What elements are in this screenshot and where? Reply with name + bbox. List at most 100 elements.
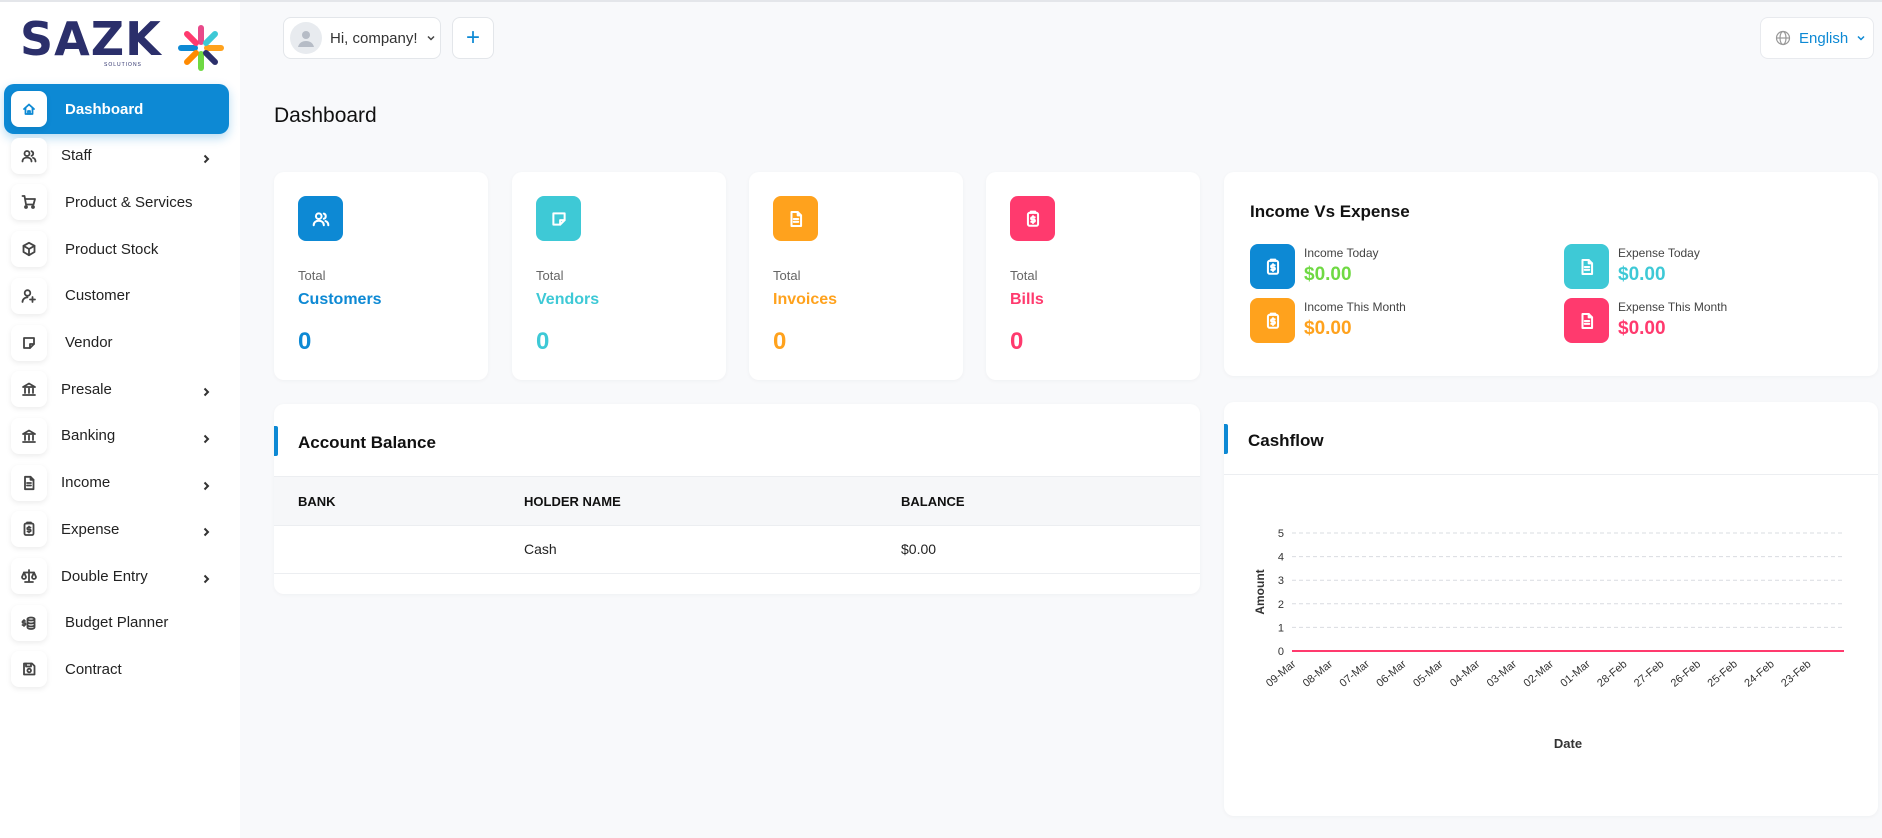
sidebar-item-label: Contract [65, 660, 122, 678]
file-invoice-icon [1580, 258, 1593, 275]
nav-icon-wrap [11, 558, 47, 594]
sidebar-item-product-stock[interactable]: Product Stock [4, 224, 229, 274]
ive-label: Expense This Month [1618, 300, 1728, 314]
divider [1224, 474, 1878, 475]
stat-value: 0 [773, 328, 787, 355]
table-row[interactable]: Cash $0.00 [274, 526, 1200, 574]
x-tick-label: 28-Feb [1595, 658, 1629, 690]
language-selector[interactable]: English [1760, 17, 1874, 59]
x-tick-label: 08-Mar [1301, 658, 1336, 690]
cell-holder-name: Cash [524, 541, 557, 557]
column-header-balance: BALANCE [901, 494, 965, 509]
stat-name: Bills [1010, 291, 1044, 308]
y-tick-label: 2 [1278, 599, 1284, 611]
ive-value: $0.00 [1304, 318, 1352, 339]
column-header-holder-name: HOLDER NAME [524, 494, 621, 509]
sidebar-item-budget-planner[interactable]: Budget Planner [4, 598, 229, 648]
note-icon [23, 336, 35, 349]
stat-card-bills[interactable]: Total Bills 0 [986, 172, 1200, 380]
sidebar-item-presale[interactable]: Presale [4, 364, 229, 414]
language-label: English [1799, 29, 1849, 47]
sidebar-item-label: Product Stock [65, 240, 159, 258]
building-bank-icon [22, 382, 36, 397]
scale-icon [21, 569, 37, 583]
cell-balance: $0.00 [901, 541, 937, 557]
chevron-right-icon [201, 384, 211, 397]
nav-icon-wrap [11, 184, 47, 221]
nav-icon-wrap [11, 651, 47, 688]
sidebar-item-income[interactable]: Income [4, 458, 229, 508]
ive-icon-wrap [1564, 298, 1609, 343]
chevron-down-icon [1857, 35, 1865, 41]
nav-icon-wrap [11, 371, 47, 408]
logo-text: SAZK [20, 12, 162, 66]
stat-total-label: Total [773, 268, 801, 283]
ive-income-this-month: Income This Month $0.00 [1250, 298, 1530, 344]
note-icon [551, 211, 566, 226]
logo-star-icon [178, 25, 224, 71]
user-avatar-icon [298, 31, 314, 47]
users-icon [312, 211, 329, 226]
nav-icon-wrap [11, 324, 47, 361]
x-axis-label: Date [1554, 736, 1582, 751]
stat-icon-wrap [298, 196, 343, 241]
user-greeting: Hi, company! [330, 29, 418, 47]
x-tick-label: 27-Feb [1632, 658, 1666, 690]
ive-value: $0.00 [1618, 318, 1666, 339]
x-tick-label: 23-Feb [1779, 658, 1813, 690]
sidebar-item-contract[interactable]: Contract [4, 644, 229, 694]
page-title: Dashboard [274, 104, 377, 127]
sidebar-item-label: Dashboard [65, 100, 144, 118]
nav-icon-wrap [11, 511, 47, 548]
x-tick-label: 09-Mar [1264, 658, 1299, 690]
y-tick-label: 3 [1278, 575, 1284, 587]
report-money-icon [23, 521, 35, 537]
column-header-bank: BANK [298, 494, 336, 509]
stat-name: Invoices [773, 291, 838, 308]
x-tick-label: 05-Mar [1411, 658, 1446, 690]
ive-value: $0.00 [1618, 264, 1666, 285]
ive-label: Income Today [1304, 246, 1379, 260]
user-menu-button[interactable]: Hi, company! [283, 17, 441, 59]
sidebar-item-staff[interactable]: Staff [4, 131, 229, 181]
sidebar-item-double-entry[interactable]: Double Entry [4, 551, 229, 601]
sidebar-item-label: Income [61, 474, 111, 492]
x-tick-label: 06-Mar [1374, 658, 1409, 690]
sidebar-item-label: Expense [61, 520, 120, 538]
top-border [0, 0, 1882, 2]
box-icon [22, 241, 36, 257]
sidebar-item-dashboard[interactable]: Dashboard [4, 84, 229, 134]
stat-value: 0 [1010, 328, 1024, 355]
sidebar-item-label: Presale [61, 380, 112, 398]
ive-icon-wrap [1250, 244, 1295, 289]
y-tick-label: 4 [1278, 552, 1284, 564]
sidebar-item-label: Product & Services [65, 193, 193, 211]
cashflow-card: Cashflow 0 1 2 3 4 5 09-Mar 08-Mar 07-Mar 06-Mar 0… [1224, 402, 1878, 816]
quick-add-button[interactable]: + [452, 17, 494, 59]
nav-icon-wrap [11, 277, 47, 314]
sidebar-item-vendor[interactable]: Vendor [4, 318, 229, 368]
globe-icon [1775, 30, 1791, 46]
account-balance-title: Account Balance [298, 433, 436, 452]
income-vs-expense-card: Income Vs Expense Income Today $0.00 Expen… [1224, 172, 1878, 376]
table-header: BANK HOLDER NAME BALANCE [274, 476, 1200, 526]
sidebar-item-label: Banking [61, 427, 116, 445]
sidebar-item-expense[interactable]: Expense [4, 504, 229, 554]
stat-card-vendors[interactable]: Total Vendors 0 [512, 172, 726, 380]
logo[interactable]: SAZK SOLUTIONS [20, 12, 224, 71]
stat-total-label: Total [536, 268, 564, 283]
user-plus-icon [21, 289, 36, 303]
ive-label: Income This Month [1304, 300, 1406, 314]
sidebar-item-customer[interactable]: Customer [4, 271, 229, 321]
sidebar-item-banking[interactable]: Banking [4, 411, 229, 461]
stat-card-invoices[interactable]: Total Invoices 0 [749, 172, 963, 380]
sidebar-item-product-services[interactable]: Product & Services [4, 177, 229, 227]
home-icon [23, 103, 35, 115]
y-tick-label: 5 [1278, 528, 1284, 540]
cashflow-title: Cashflow [1248, 431, 1324, 450]
section-accent [1224, 424, 1228, 454]
chevron-right-icon [201, 478, 211, 490]
ive-expense-today: Expense Today $0.00 [1564, 244, 1844, 290]
sidebar-item-label: Vendor [65, 334, 113, 351]
stat-card-customers[interactable]: Total Customers 0 [274, 172, 488, 380]
